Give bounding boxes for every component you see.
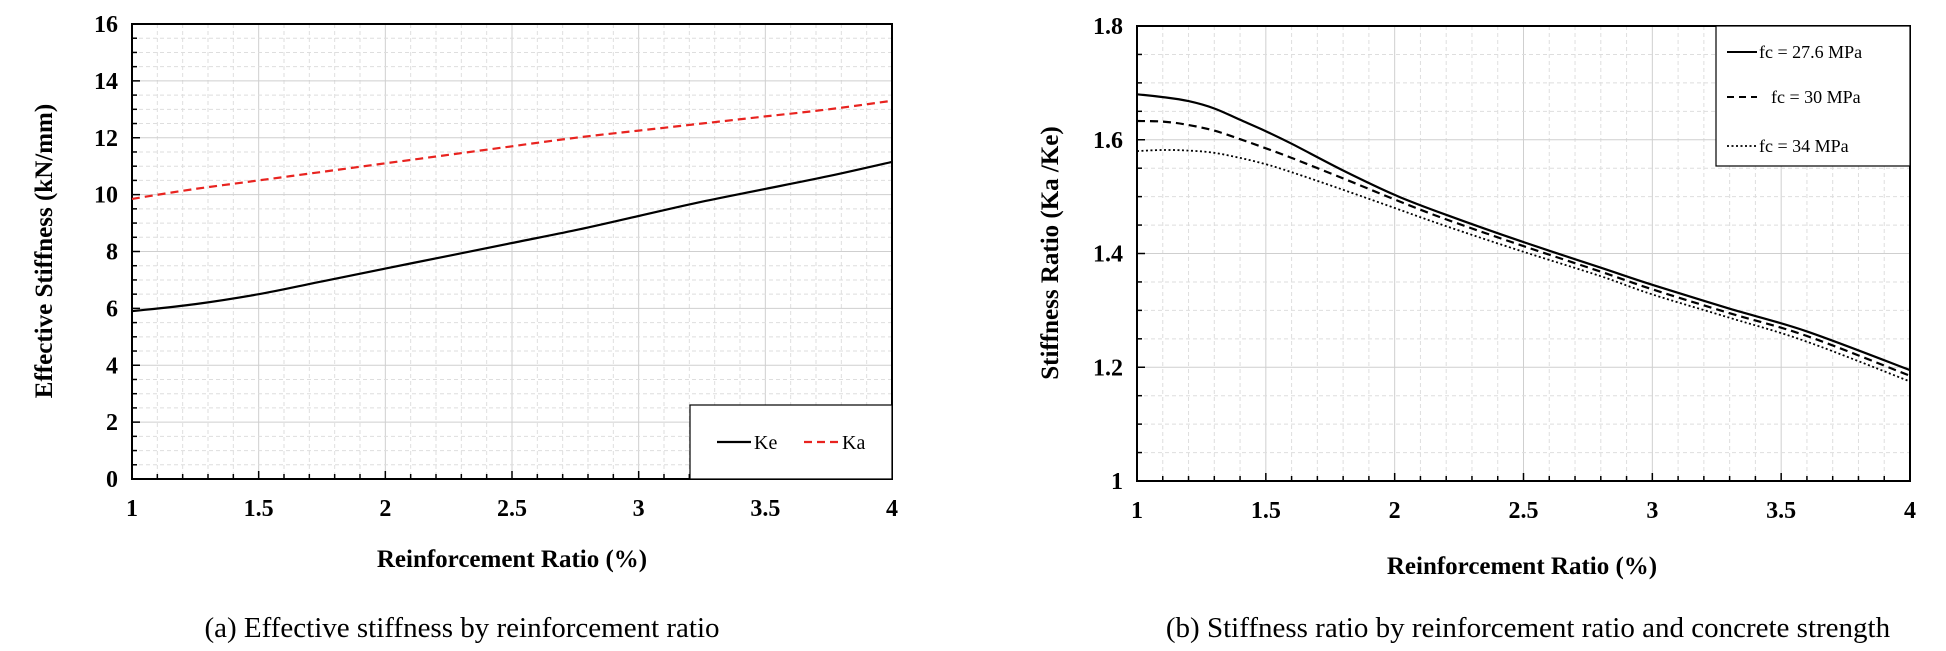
x-tick-label: 4 — [886, 496, 898, 522]
x-tick-label: 1.5 — [1251, 498, 1281, 524]
panel-a-chart: 1 1.5 2 2.5 3 3.5 4 0 2 4 6 8 10 12 14 16 Ke Ka Reinfor… — [31, 12, 898, 644]
x-tick-label: 3 — [1646, 498, 1658, 524]
legend-label-fc-27-6: fc = 27.6 MPa — [1759, 42, 1862, 62]
panel-b-series — [1136, 93, 1911, 383]
series-line-ka — [131, 99, 893, 200]
series-line-fc-34-mpa — [1136, 149, 1911, 383]
panel-b-axis-ticks: 1 1.5 2 2.5 3 3.5 4 1 1.2 1.4 1.6 1.8 — [1093, 14, 1916, 524]
x-tick-label: 2 — [379, 496, 391, 522]
panel-b-legend: fc = 27.6 MPa fc = 30 MPa fc = 34 MPa — [1715, 25, 1911, 167]
x-tick-label: 1 — [126, 496, 138, 522]
panel-b-x-axis-label: Reinforcement Ratio (%) — [1387, 553, 1657, 580]
y-tick-label: 2 — [106, 410, 118, 436]
panel-a-series — [131, 99, 893, 313]
panel-a-caption: (a) Effective stiffness by reinforcement… — [204, 612, 719, 644]
x-tick-label: 2 — [1389, 498, 1401, 524]
x-tick-label: 2.5 — [497, 496, 527, 522]
y-tick-label: 10 — [94, 183, 118, 209]
y-tick-label: 1.4 — [1093, 242, 1123, 268]
x-tick-label: 2.5 — [1509, 498, 1539, 524]
panel-a-x-axis-label: Reinforcement Ratio (%) — [377, 546, 647, 573]
legend-label-ke: Ke — [754, 432, 777, 454]
panel-b-y-axis-label: Stiffness Ratio (Ka /Ke) — [1037, 126, 1064, 379]
panel-b-chart: 1 1.5 2 2.5 3 3.5 4 1 1.2 1.4 1.6 1.8 fc = 27.6 MPa… — [1037, 14, 1916, 644]
y-tick-label: 1 — [1111, 469, 1123, 495]
x-tick-label: 3.5 — [1766, 498, 1796, 524]
y-tick-label: 12 — [94, 126, 118, 152]
legend-label-fc-34: fc = 34 MPa — [1759, 136, 1849, 156]
y-tick-label: 6 — [106, 296, 118, 322]
x-tick-label: 1 — [1131, 498, 1143, 524]
y-tick-label: 8 — [106, 240, 118, 266]
y-tick-label: 0 — [106, 467, 118, 493]
y-tick-label: 16 — [94, 12, 118, 38]
series-line-fc-30-mpa — [1136, 119, 1911, 377]
y-tick-label: 1.2 — [1093, 355, 1123, 381]
y-tick-label: 4 — [106, 353, 118, 379]
y-tick-label: 14 — [94, 69, 118, 95]
panel-b-caption: (b) Stiffness ratio by reinforcement rat… — [1166, 612, 1891, 644]
legend-label-ka: Ka — [842, 432, 865, 454]
x-tick-label: 3 — [633, 496, 645, 522]
y-tick-label: 1.8 — [1093, 14, 1123, 40]
panel-a-axis-ticks: 1 1.5 2 2.5 3 3.5 4 0 2 4 6 8 10 12 14 16 — [94, 12, 898, 522]
x-tick-label: 1.5 — [244, 496, 274, 522]
panel-a-y-axis-label: Effective Stiffness (kN/mm) — [31, 104, 58, 398]
panel-a-legend: Ke Ka — [689, 404, 893, 480]
series-line-fc-27-6-mpa — [1136, 93, 1911, 372]
x-tick-label: 4 — [1904, 498, 1916, 524]
y-tick-label: 1.6 — [1093, 128, 1123, 154]
series-line-ke — [131, 160, 893, 313]
x-tick-label: 3.5 — [750, 496, 780, 522]
legend-label-fc-30: fc = 30 MPa — [1771, 87, 1861, 107]
panel-b-gridlines — [1137, 26, 1910, 481]
